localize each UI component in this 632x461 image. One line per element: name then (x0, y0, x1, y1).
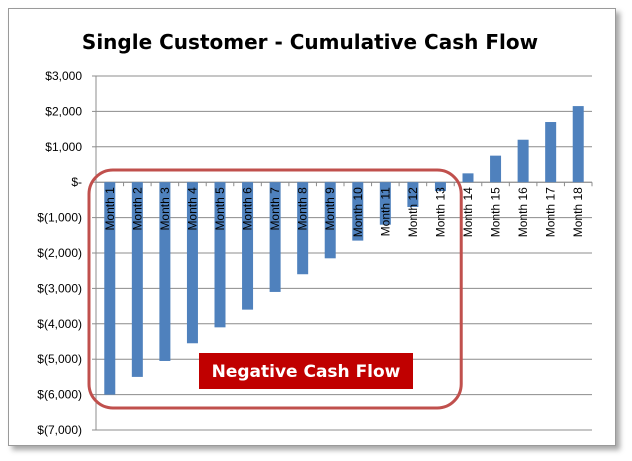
bar (131, 182, 143, 377)
bar (379, 182, 391, 225)
x-axis-category-labels: Month 1 Month 2 Month 3 Month 4 Month 5 Month… (103, 187, 585, 237)
category-label: Month 10 (351, 187, 365, 237)
bar (352, 182, 364, 241)
category-label: Month 7 (268, 187, 282, 231)
y-tick-label: $- (71, 175, 82, 189)
y-tick-label: $2,000 (45, 104, 82, 118)
category-label: Month 14 (461, 187, 475, 237)
bar (324, 182, 336, 259)
y-tick-label: $(1,000) (37, 211, 82, 225)
bar (572, 106, 584, 183)
bar (545, 122, 557, 183)
bar (407, 182, 419, 207)
negative-region-outline (87, 168, 463, 410)
y-tick-label: $(7,000) (37, 423, 82, 437)
category-label: Month 16 (516, 187, 530, 237)
category-label: Month 11 (378, 187, 392, 236)
y-tick-label: $(4,000) (37, 317, 82, 331)
category-label: Month 2 (130, 187, 144, 231)
category-label: Month 3 (158, 187, 172, 231)
category-label: Month 12 (406, 187, 420, 237)
y-tick-label: $1,000 (45, 140, 82, 154)
bar (242, 182, 254, 310)
category-label: Month 17 (544, 187, 558, 237)
annotation-label: Negative Cash Flow (212, 362, 401, 382)
category-label: Month 1 (103, 187, 117, 231)
negative-cash-flow-annotation: Negative Cash Flow (87, 168, 463, 410)
bar (490, 155, 502, 183)
bar (214, 182, 226, 328)
bar (434, 182, 446, 192)
category-label: Month 5 (213, 187, 227, 231)
y-axis-ticks: $3,000 $2,000 $1,000 $- $(1,000) $(2,000) $(3,… (37, 69, 82, 437)
gridlines (92, 75, 593, 431)
bar (269, 182, 281, 292)
bars (104, 106, 584, 395)
category-label: Month 15 (489, 187, 503, 237)
bar (104, 182, 116, 395)
y-tick-label: $(5,000) (37, 352, 82, 366)
category-label: Month 9 (323, 187, 337, 231)
annotation-label-box (199, 353, 413, 389)
category-label: Month 8 (296, 187, 310, 231)
bar (159, 182, 171, 361)
bar (517, 139, 529, 183)
y-tick-label: $(3,000) (37, 281, 82, 295)
y-tick-label: $(2,000) (37, 246, 82, 260)
bar (297, 182, 309, 275)
y-tick-label: $(6,000) (37, 388, 82, 402)
category-label: Month 6 (241, 187, 255, 231)
category-label: Month 18 (571, 187, 585, 237)
y-tick-label: $3,000 (45, 69, 82, 83)
bar (186, 182, 198, 344)
category-label: Month 4 (185, 187, 199, 231)
category-label: Month 13 (433, 187, 447, 237)
bar (462, 173, 474, 183)
chart-title: Single Customer - Cumulative Cash Flow (82, 30, 538, 54)
